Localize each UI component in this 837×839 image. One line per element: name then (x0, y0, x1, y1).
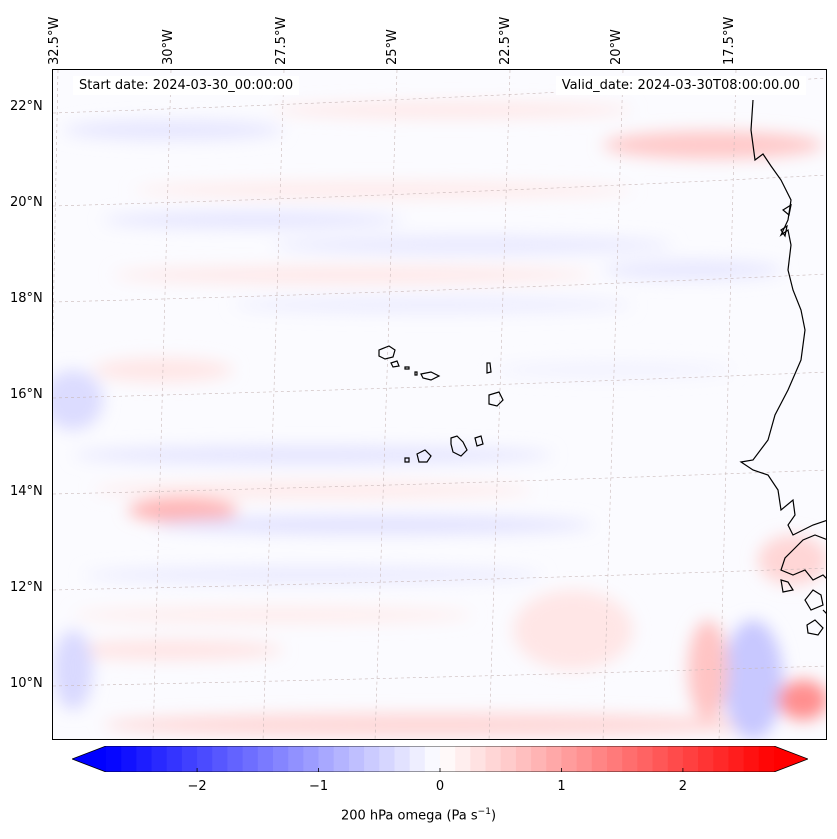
valid-date-label: Valid_date: 2024-03-30T08:00:00.00 (555, 76, 806, 95)
colorbar-segment (151, 746, 168, 772)
coastline (739, 99, 826, 636)
colorbar-tick-label: 2 (678, 779, 688, 794)
colorbar-label-text: 200 hPa omega (Pa s (340, 808, 478, 824)
map-canvas (53, 70, 826, 739)
longitude-label: 30°W (161, 29, 176, 65)
colorbar-segment (318, 746, 335, 772)
gridlines (53, 70, 826, 739)
colorbar-segment (394, 746, 411, 772)
map-panel: Start date: 2024-03-30_00:00:00 Valid_da… (52, 69, 827, 740)
colorbar-segment (485, 746, 502, 772)
colorbar-segment (333, 746, 350, 772)
colorbar-segment (379, 746, 395, 772)
latitude-label: 14°N (10, 484, 43, 499)
colorbar-segment (106, 746, 122, 772)
longitude-label: 20°W (609, 29, 624, 65)
colorbar-segment (713, 746, 729, 772)
colorbar-segment (591, 746, 608, 772)
longitude-label: 32.5°W (47, 16, 62, 65)
colorbar-segment (348, 746, 365, 772)
colorbar-segment (470, 746, 487, 772)
colorbar-segment (682, 746, 699, 772)
colorbar-segment (242, 746, 259, 772)
colorbar-segment (531, 746, 547, 772)
colorbar-segment (561, 746, 578, 772)
colorbar-segment (758, 746, 775, 772)
colorbar-segment (273, 746, 289, 772)
colorbar-segment (622, 746, 638, 772)
colorbar-segment (515, 746, 532, 772)
colorbar-extend-max (774, 746, 808, 772)
colorbar-segment (728, 746, 745, 772)
latitude-label: 10°N (10, 676, 43, 691)
colorbar-segment (440, 746, 456, 772)
colorbar-tick-label: 1 (557, 779, 566, 794)
omega-field (53, 102, 826, 739)
islands (378, 345, 504, 463)
colorbar-segment (667, 746, 684, 772)
colorbar-gradient (72, 746, 808, 772)
colorbar-segment (227, 746, 244, 772)
colorbar-segment (500, 746, 517, 772)
latitude-label: 22°N (10, 99, 43, 114)
latitude-label: 12°N (10, 580, 43, 595)
colorbar-label-superscript: −1 (477, 807, 491, 817)
longitude-label: 22.5°W (498, 16, 513, 65)
colorbar-label-end: ) (490, 808, 497, 824)
latitude-label: 18°N (10, 291, 43, 306)
colorbar-segment (136, 746, 153, 772)
colorbar-extend-min (72, 746, 106, 772)
colorbar-segment (698, 746, 714, 772)
colorbar-segment (288, 746, 304, 772)
colorbar-segment (607, 746, 623, 772)
colorbar-segment (576, 746, 593, 772)
longitude-label: 27.5°W (274, 16, 289, 65)
colorbar-segment (743, 746, 760, 772)
colorbar-label: 200 hPa omega (Pa s−1) (0, 807, 837, 823)
colorbar-segment (121, 746, 137, 772)
colorbar-segment (197, 746, 213, 772)
colorbar-segment (455, 746, 471, 772)
colorbar (72, 746, 808, 772)
longitude-label: 25°W (385, 29, 400, 65)
colorbar-segment (424, 746, 441, 772)
colorbar-tick-label: −2 (187, 779, 207, 794)
colorbar-segment (364, 746, 380, 772)
colorbar-segment (409, 746, 426, 772)
colorbar-tick-label: 0 (435, 779, 445, 794)
latitude-label: 20°N (10, 195, 43, 210)
colorbar-segment (637, 746, 654, 772)
colorbar-segment (181, 746, 198, 772)
colorbar-segment (166, 746, 183, 772)
colorbar-segment (546, 746, 562, 772)
latitude-label: 16°N (10, 387, 43, 402)
colorbar-tick-label: −1 (308, 779, 329, 794)
colorbar-segment (257, 746, 274, 772)
longitude-label: 17.5°W (722, 16, 737, 65)
colorbar-segment (212, 746, 228, 772)
colorbar-segment (303, 746, 320, 772)
start-date-label: Start date: 2024-03-30_00:00:00 (73, 76, 300, 95)
colorbar-segment (652, 746, 669, 772)
